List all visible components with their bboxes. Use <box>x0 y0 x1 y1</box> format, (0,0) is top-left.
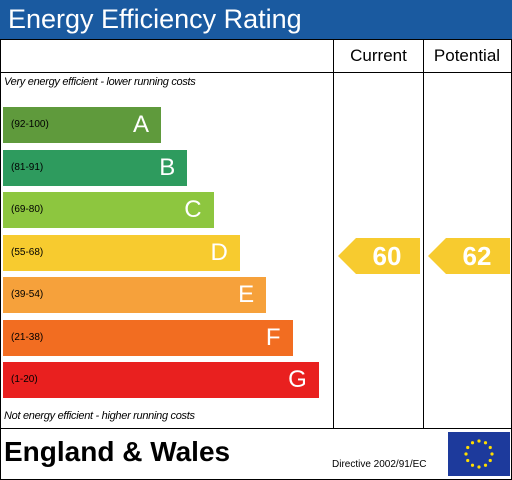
bottom-note: Not energy efficient - higher running co… <box>4 410 195 422</box>
potential-rating-value: 62 <box>462 240 492 271</box>
column-potential-header: Potential <box>433 46 501 65</box>
band-range: (69-80) <box>11 204 44 215</box>
band-range: (21-38) <box>11 331 44 343</box>
band-range: (92-100) <box>11 119 49 130</box>
band-b: (81-91) B <box>3 149 188 186</box>
band-range: (81-91) <box>11 161 44 173</box>
top-note: Very energy efficient - lower running co… <box>4 76 196 88</box>
band-d: (55-68) D <box>3 234 240 271</box>
band-letter: F <box>265 323 281 351</box>
eu-flag-icon <box>448 432 510 476</box>
band-letter: E <box>238 281 255 308</box>
band-range: (39-54) <box>11 289 44 300</box>
current-arrow-shape <box>338 237 420 274</box>
band-letter: A <box>132 111 149 138</box>
divider-potential <box>423 39 424 429</box>
country-label: England & Wales <box>4 436 231 467</box>
band-letter: B <box>159 153 176 181</box>
header-bar: Energy Efficiency Rating <box>0 0 512 39</box>
header-divider <box>0 72 512 73</box>
band-e: (39-54) E <box>3 277 267 313</box>
band-a: (92-100) A <box>3 107 161 143</box>
divider-current <box>333 39 334 429</box>
band-range: (1-20) <box>11 374 38 385</box>
column-current-header: Current <box>350 46 407 65</box>
current-rating-value: 60 <box>372 240 402 271</box>
band-letter: G <box>288 366 307 393</box>
band-letter: D <box>210 238 228 266</box>
page-title: Energy Efficiency Rating <box>8 4 302 34</box>
potential-arrow-shape <box>428 237 510 274</box>
band-range: (55-68) <box>11 246 44 258</box>
band-f: (21-38) F <box>3 319 293 356</box>
current-rating-arrow: 60 <box>338 237 420 274</box>
band-c: (69-80) C <box>3 192 214 228</box>
band-letter: C <box>184 196 202 223</box>
band-g: (1-20) G <box>3 362 319 398</box>
footer-divider <box>0 428 512 429</box>
potential-rating-arrow: 62 <box>428 237 510 274</box>
directive-label: Directive 2002/91/EC <box>332 459 427 470</box>
